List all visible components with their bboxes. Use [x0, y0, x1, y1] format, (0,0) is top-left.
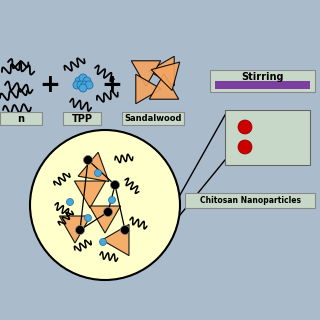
FancyBboxPatch shape [63, 112, 101, 125]
Polygon shape [151, 62, 180, 91]
Text: Sandalwood: Sandalwood [124, 114, 182, 123]
FancyBboxPatch shape [185, 193, 315, 208]
Text: n: n [18, 114, 25, 124]
Polygon shape [78, 152, 109, 181]
Circle shape [67, 198, 74, 205]
Circle shape [85, 81, 93, 89]
Polygon shape [75, 181, 106, 208]
Circle shape [81, 81, 89, 89]
Circle shape [75, 77, 83, 85]
Circle shape [30, 130, 180, 280]
Polygon shape [149, 56, 174, 86]
Circle shape [100, 238, 107, 245]
Polygon shape [131, 61, 161, 86]
Text: +: + [40, 73, 60, 97]
Bar [215, 81, 310, 89]
Circle shape [84, 214, 92, 221]
Polygon shape [136, 74, 161, 104]
Text: Chitosan Nanoparticles: Chitosan Nanoparticles [199, 196, 300, 205]
Circle shape [121, 226, 130, 235]
Polygon shape [149, 74, 179, 99]
Circle shape [79, 84, 87, 92]
Circle shape [77, 81, 85, 89]
Text: Stirring: Stirring [241, 72, 283, 82]
Circle shape [110, 180, 119, 189]
Circle shape [73, 81, 81, 89]
Text: +: + [101, 73, 123, 97]
Text: TPP: TPP [71, 114, 92, 124]
Circle shape [103, 207, 113, 217]
Circle shape [238, 120, 252, 134]
Circle shape [76, 226, 84, 235]
Circle shape [79, 74, 87, 82]
Circle shape [94, 170, 101, 177]
FancyBboxPatch shape [225, 110, 310, 165]
Polygon shape [60, 216, 91, 243]
FancyBboxPatch shape [122, 112, 184, 125]
Circle shape [108, 196, 116, 204]
FancyBboxPatch shape [0, 112, 42, 125]
Circle shape [238, 140, 252, 154]
Polygon shape [102, 224, 129, 256]
FancyBboxPatch shape [210, 70, 315, 92]
Circle shape [84, 156, 92, 164]
Circle shape [83, 77, 91, 85]
Polygon shape [89, 206, 121, 233]
